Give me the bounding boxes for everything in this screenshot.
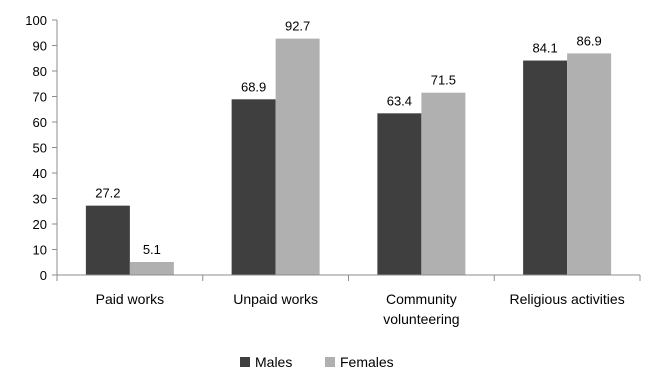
legend-label: Females: [340, 354, 394, 370]
legend-label: Males: [255, 354, 292, 370]
bar-females-2: [421, 92, 466, 275]
y-tick-label: 10: [33, 243, 47, 258]
y-tick-label: 100: [25, 13, 47, 28]
y-tick-label: 20: [33, 217, 47, 232]
y-tick-label: 70: [33, 90, 47, 105]
legend: Males Females: [240, 354, 394, 370]
y-tick-label: 50: [33, 141, 47, 156]
data-label: 63.4: [387, 93, 412, 108]
bars: [85, 38, 612, 276]
data-label: 27.2: [95, 186, 120, 201]
bar-females-3: [567, 53, 612, 275]
legend-swatch-females: [325, 357, 335, 367]
bar-females-1: [275, 38, 320, 275]
x-category-label: Community: [386, 291, 457, 307]
data-label: 68.9: [241, 79, 266, 94]
data-label: 5.1: [143, 242, 161, 257]
data-labels: 27.2 5.1 68.9 92.7 63.4 71.5 84.1 86.9: [95, 19, 602, 257]
y-axis: 0 10 20 30 40 50 60 70 80 90 100: [25, 13, 58, 283]
x-category-label: Religious activities: [510, 291, 625, 307]
x-category-label: Paid works: [96, 291, 164, 307]
data-label: 86.9: [576, 33, 601, 48]
bar-males-3: [523, 60, 568, 275]
bar-males-2: [377, 113, 422, 275]
y-tick-label: 40: [33, 166, 47, 181]
x-category-label: Unpaid works: [233, 291, 318, 307]
y-tick-label: 30: [33, 192, 47, 207]
x-category-label: volunteering: [383, 311, 459, 327]
y-tick-label: 60: [33, 115, 47, 130]
data-label: 92.7: [285, 19, 310, 34]
data-label: 84.1: [532, 41, 557, 56]
y-tick-label: 0: [40, 268, 47, 283]
legend-swatch-males: [240, 357, 250, 367]
y-tick-label: 80: [33, 64, 47, 79]
bar-males-0: [85, 205, 130, 275]
data-label: 71.5: [431, 73, 456, 88]
bar-males-1: [231, 99, 276, 276]
y-tick-label: 90: [33, 39, 47, 54]
x-axis: Paid works Unpaid works Community volunteer…: [56, 274, 641, 327]
bar-females-0: [129, 261, 174, 275]
